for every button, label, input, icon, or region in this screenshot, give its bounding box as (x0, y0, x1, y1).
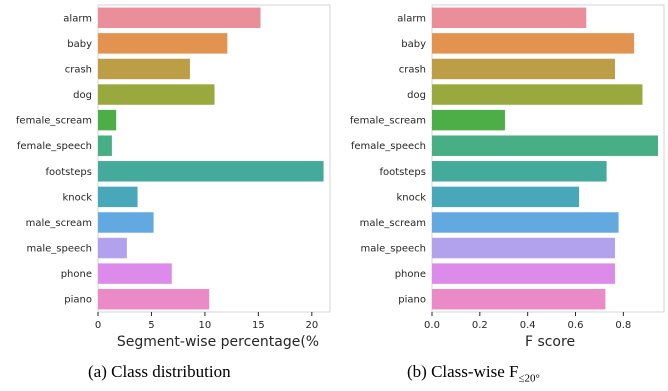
chart-a-bar-baby (98, 33, 228, 54)
chart-a-x-tick-label: 5 (148, 320, 154, 331)
chart-b-x-tick-label: 0.8 (615, 320, 631, 331)
chart-b-y-tick-label: male_scream (360, 218, 426, 229)
chart-b-x-axis-label: F score (525, 334, 575, 350)
chart-a-bar-male-speech (98, 237, 127, 259)
chart-b-y-tick-label: footsteps (379, 167, 426, 178)
chart-a-x-tick-label: 10 (199, 320, 212, 331)
chart-b-bar-alarm (432, 7, 587, 29)
chart-a-y-tick-label: baby (67, 39, 92, 50)
chart-a-bar-phone (98, 263, 172, 284)
chart-b-bar-dog (432, 84, 643, 105)
chart-b-bar-piano (432, 288, 606, 310)
chart-b-bar-male-speech (432, 237, 615, 259)
chart-a-bar-female-speech (98, 135, 112, 156)
chart-b-y-tick-label: female_speech (351, 141, 426, 152)
chart-b-y-tick-label: phone (395, 269, 426, 280)
caption-b: (b) Class-wise F≤20° (407, 362, 540, 384)
chart-a-bar-female-scream (98, 109, 117, 131)
chart-a-bar-footsteps (98, 161, 324, 182)
chart-class-wise-f-score: alarm baby crash dog female_scream female_spe… (350, 4, 665, 350)
chart-a-bar-crash (98, 58, 190, 80)
chart-a-bar-dog (98, 84, 215, 105)
caption-b-subscript: ≤20° (518, 372, 540, 385)
chart-b-bar-knock (432, 186, 580, 208)
chart-a-bar-alarm (98, 7, 261, 29)
chart-b-y-tick-label: crash (399, 64, 426, 75)
chart-b-bar-baby (432, 33, 635, 54)
chart-a-y-tick-label: piano (64, 295, 92, 306)
chart-a-y-tick-label: phone (61, 269, 92, 280)
chart-a-bar-knock (98, 186, 138, 208)
chart-a-x-tick-label: 20 (305, 320, 318, 331)
chart-a-x-axis-label: Segment-wise percentage(% (117, 334, 319, 350)
chart-b-y-tick-label: baby (401, 39, 426, 50)
chart-b-y-tick-label: knock (396, 192, 426, 203)
chart-b-y-tick-label: alarm (397, 13, 426, 24)
chart-b-x-tick-label: 0.2 (472, 320, 488, 331)
chart-b-bar-phone (432, 263, 615, 284)
chart-a-y-tick-label: female_scream (16, 116, 92, 127)
chart-a-x-tick-label: 0 (95, 320, 101, 331)
chart-a-bar-piano (98, 288, 210, 310)
chart-b-bar-female-speech (432, 135, 659, 156)
chart-a-y-tick-label: alarm (63, 13, 92, 24)
chart-b-y-tick-label: male_speech (361, 244, 427, 255)
chart-b-bar-female-scream (432, 109, 505, 131)
chart-a-plot-frame (97, 4, 331, 313)
chart-a-x-tick-label: 15 (252, 320, 265, 331)
chart-b-plot-frame (431, 4, 665, 313)
chart-b-x-tick-label: 0.6 (568, 320, 584, 331)
chart-b-y-tick-label: dog (407, 90, 426, 101)
chart-b-bar-footsteps (432, 161, 607, 182)
chart-b-y-tick-label: female_scream (350, 116, 426, 127)
chart-a-y-tick-label: crash (65, 64, 92, 75)
chart-a-y-tick-label: knock (62, 192, 92, 203)
chart-b-x-tick-label: 0.0 (424, 320, 440, 331)
chart-a-bar-male-scream (98, 212, 154, 233)
chart-a-y-tick-label: female_speech (17, 141, 92, 152)
chart-a-y-tick-label: male_scream (26, 218, 92, 229)
caption-b-text: (b) Class-wise F (407, 362, 519, 381)
caption-a: (a) Class distribution (88, 362, 231, 381)
chart-b-bar-crash (432, 58, 615, 80)
chart-a-y-tick-label: male_speech (27, 244, 93, 255)
chart-a-y-tick-label: footsteps (45, 167, 92, 178)
chart-b-x-tick-label: 0.4 (520, 320, 536, 331)
chart-class-distribution: alarm baby crash dog female_scream female_spe… (16, 4, 331, 350)
chart-b-y-tick-label: piano (398, 295, 426, 306)
chart-a-y-tick-label: dog (73, 90, 92, 101)
chart-b-bar-male-scream (432, 212, 619, 233)
